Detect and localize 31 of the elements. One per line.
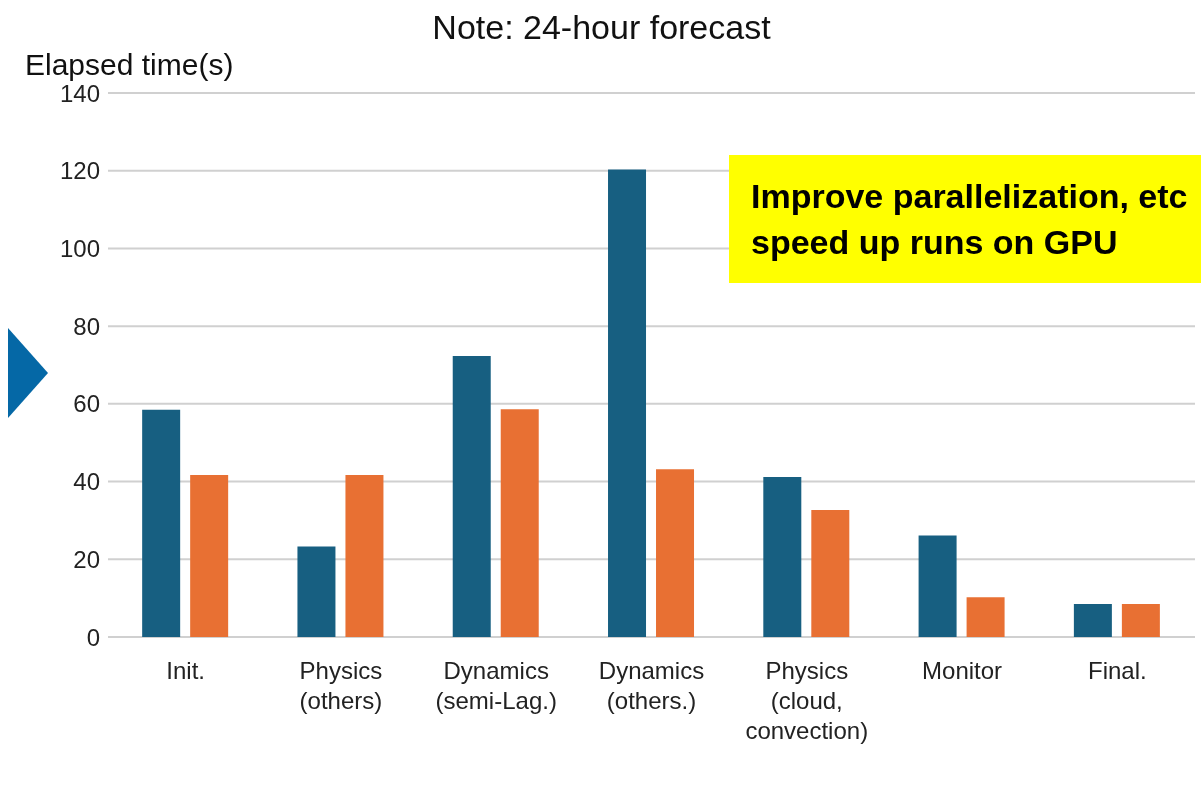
x-tick-label: Physics (others) bbox=[299, 657, 383, 714]
bar bbox=[966, 597, 1005, 637]
bar bbox=[811, 509, 850, 637]
x-tick-label: Monitor bbox=[922, 657, 1003, 684]
y-tick-label: 40 bbox=[73, 468, 100, 496]
bar bbox=[918, 535, 957, 637]
x-tick-label: Dynamics (semi-Lag.) bbox=[435, 657, 557, 714]
bar bbox=[142, 409, 181, 637]
bar bbox=[190, 474, 229, 637]
x-tick-label: Physics (cloud, convection) bbox=[745, 657, 869, 744]
y-tick-label: 20 bbox=[73, 545, 100, 573]
x-tick-label: Final. bbox=[1088, 657, 1147, 684]
y-tick-label: 120 bbox=[59, 157, 100, 185]
y-tick-label: 100 bbox=[59, 234, 100, 262]
bar bbox=[500, 409, 539, 637]
bar bbox=[608, 169, 647, 637]
bar bbox=[656, 469, 695, 637]
x-tick-label: Init. bbox=[166, 657, 205, 684]
chart-title: Note: 24-hour forecast bbox=[431, 8, 772, 47]
bar bbox=[763, 476, 802, 637]
annotation: Improve parallelization, etc speed up runs on GPU bbox=[729, 155, 1201, 283]
bar bbox=[1073, 603, 1112, 637]
bar bbox=[1121, 603, 1160, 637]
bar bbox=[452, 356, 491, 637]
y-tick-label: 0 bbox=[86, 623, 100, 651]
y-axis-title: Elapsed time(s) bbox=[25, 48, 234, 82]
bar bbox=[345, 474, 384, 637]
bar bbox=[297, 546, 336, 637]
x-tick-label: Dynamics (others.) bbox=[598, 657, 705, 714]
y-tick-label: 60 bbox=[73, 390, 100, 418]
y-tick-label: 80 bbox=[73, 312, 100, 340]
